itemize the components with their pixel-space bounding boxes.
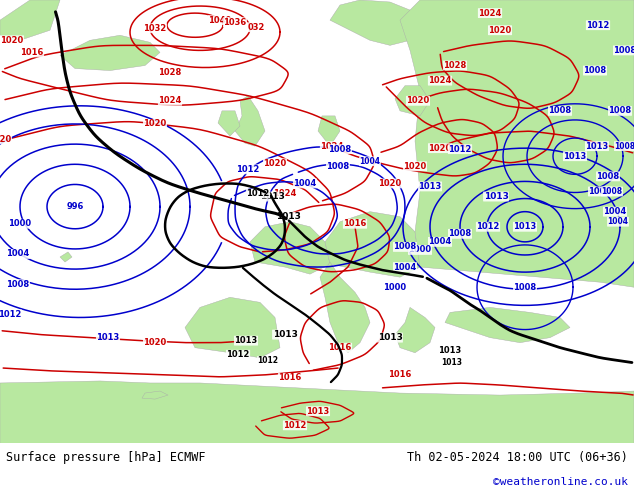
Text: 1008: 1008	[514, 283, 536, 292]
Text: 1008: 1008	[327, 162, 349, 171]
Text: 1020: 1020	[378, 179, 401, 188]
Text: 1024: 1024	[158, 96, 182, 105]
Text: 1013: 1013	[438, 346, 462, 355]
Text: 1024: 1024	[273, 189, 297, 198]
Text: 1000: 1000	[384, 283, 406, 292]
Text: 1012: 1012	[247, 189, 269, 198]
Text: 1016: 1016	[388, 370, 411, 379]
Text: 1008: 1008	[602, 187, 623, 196]
Text: 1004: 1004	[429, 237, 451, 246]
Text: 1004: 1004	[393, 263, 417, 271]
Text: 1004: 1004	[604, 207, 626, 216]
Text: 1013: 1013	[235, 336, 257, 345]
Text: 1024: 1024	[429, 76, 451, 85]
Text: 1016: 1016	[328, 343, 352, 352]
Text: 1013: 1013	[276, 212, 301, 221]
Text: 1024: 1024	[320, 142, 344, 150]
Text: 1028: 1028	[443, 61, 467, 70]
Text: 1000: 1000	[408, 245, 432, 254]
Text: 1028: 1028	[158, 68, 181, 77]
Text: 1004: 1004	[294, 179, 316, 188]
Text: 1008: 1008	[614, 142, 634, 150]
Text: 1012: 1012	[236, 165, 260, 174]
Text: 1008: 1008	[609, 106, 631, 115]
Text: 1008: 1008	[597, 172, 619, 181]
Text: 1008: 1008	[548, 106, 572, 115]
Text: 1013: 1013	[306, 407, 330, 416]
Text: 1012: 1012	[586, 21, 610, 30]
Text: 1020: 1020	[1, 36, 23, 45]
Text: 1040: 1040	[209, 16, 231, 24]
Text: 1016: 1016	[278, 373, 302, 382]
Text: 1013: 1013	[564, 152, 586, 161]
Text: 1020: 1020	[403, 162, 427, 171]
Text: 1020: 1020	[263, 159, 287, 168]
Text: 1008: 1008	[394, 243, 417, 251]
Text: 1013: 1013	[378, 333, 403, 342]
Text: 1013: 1013	[273, 330, 297, 339]
Text: Surface pressure [hPa] ECMWF: Surface pressure [hPa] ECMWF	[6, 451, 205, 464]
Text: 1012: 1012	[283, 421, 307, 430]
Text: 1020: 1020	[488, 26, 512, 35]
Text: 032: 032	[247, 23, 264, 32]
Text: 1008: 1008	[583, 66, 607, 75]
Text: 1020: 1020	[429, 144, 451, 153]
Text: 1032: 1032	[143, 24, 167, 33]
Text: 1004: 1004	[607, 217, 628, 226]
Text: 1020: 1020	[406, 96, 430, 105]
Text: 1008: 1008	[448, 229, 472, 238]
Text: 1012: 1012	[0, 310, 22, 319]
Text: 1013: 1013	[484, 192, 508, 201]
Text: 1020: 1020	[143, 120, 167, 128]
Text: 1008: 1008	[6, 280, 30, 289]
Text: 1016: 1016	[344, 219, 366, 228]
Text: 1020: 1020	[143, 338, 167, 347]
Text: 1012: 1012	[448, 145, 472, 154]
Text: 1008: 1008	[614, 46, 634, 55]
Text: Th 02-05-2024 18:00 UTC (06+36): Th 02-05-2024 18:00 UTC (06+36)	[407, 451, 628, 464]
Text: 1036: 1036	[223, 18, 247, 26]
Text: 1013: 1013	[96, 333, 120, 342]
Text: 1012: 1012	[476, 222, 500, 231]
Text: 1016: 1016	[20, 48, 44, 57]
Text: 1020: 1020	[0, 135, 11, 144]
Text: 1012: 1012	[257, 356, 278, 366]
Text: 1013: 1013	[259, 192, 285, 201]
Text: 1004: 1004	[359, 157, 380, 166]
Text: 1004: 1004	[6, 249, 30, 259]
Text: 1008: 1008	[328, 145, 352, 154]
Text: 1008: 1008	[588, 187, 612, 196]
Text: 1000: 1000	[8, 219, 32, 228]
Text: 1013: 1013	[585, 142, 609, 150]
Text: 996: 996	[67, 202, 84, 211]
Text: 1013: 1013	[441, 358, 462, 368]
Text: ©weatheronline.co.uk: ©weatheronline.co.uk	[493, 477, 628, 487]
Text: 1012: 1012	[226, 350, 250, 359]
Text: 1024: 1024	[478, 9, 501, 18]
Text: 1013: 1013	[514, 222, 536, 231]
Text: 1013: 1013	[418, 182, 442, 191]
